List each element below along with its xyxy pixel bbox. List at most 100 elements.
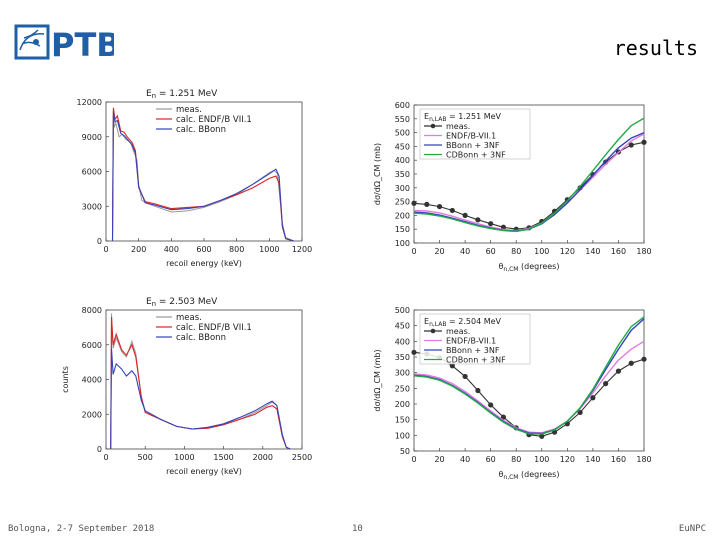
xsec2-xtick-label: 140 bbox=[585, 247, 600, 256]
xsec3-xtick-label: 140 bbox=[585, 455, 600, 464]
spectrum0-xtick-label: 0 bbox=[103, 245, 108, 254]
xsec2-series-cdbonn-3nf bbox=[413, 117, 645, 233]
xsec2-legend-label: BBonn + 3NF bbox=[446, 141, 500, 150]
xsec2-xtick-label: 80 bbox=[511, 247, 521, 256]
footer-page-number: 10 bbox=[352, 524, 363, 534]
xsec3-meas-point bbox=[488, 402, 494, 408]
spectrum0-ytick-label: 12000 bbox=[77, 98, 102, 107]
xsec2-xtick-label: 40 bbox=[460, 247, 470, 256]
xsec3-meas-point bbox=[411, 349, 417, 355]
spectrum1-xtick-label: 1000 bbox=[174, 453, 194, 462]
spectrum1-xtick-label: 1500 bbox=[213, 453, 233, 462]
xsec2-meas-point bbox=[462, 212, 468, 218]
spectrum1-xtick-label: 0 bbox=[103, 453, 108, 462]
xsec3-series-meas- bbox=[413, 351, 645, 437]
xsec2-ytick-label: 500 bbox=[395, 129, 410, 138]
xsec2-ytick-label: 400 bbox=[395, 156, 410, 165]
xsec3-legend-box bbox=[419, 313, 531, 365]
slide-title: results bbox=[613, 36, 698, 60]
xsec3-xtick-label: 40 bbox=[460, 455, 470, 464]
spectrum1-xtick-label: 500 bbox=[138, 453, 153, 462]
xsec3-ytick-label: 450 bbox=[395, 322, 410, 331]
spectrum1-xtick-label: 2500 bbox=[292, 453, 312, 462]
xsec3-meas-point bbox=[615, 368, 622, 374]
xsec2-ytick-label: 300 bbox=[395, 184, 410, 193]
spectrum1-legend-label: calc. BBonn bbox=[176, 333, 226, 343]
xsec3-ytick-label: 200 bbox=[395, 400, 410, 409]
xsec2-meas-point bbox=[436, 203, 443, 210]
logo-text: PTB bbox=[51, 26, 114, 64]
xsec3-xtick-label: 160 bbox=[611, 455, 626, 464]
spectrum1-title: En = 2.503 MeV bbox=[146, 297, 218, 308]
spectrum0-ytick-label: 9000 bbox=[82, 133, 102, 142]
xsec3-legend-marker bbox=[430, 328, 436, 334]
xsec3-ytick-label: 300 bbox=[395, 369, 410, 378]
spectrum1-ylabel: counts bbox=[61, 366, 70, 393]
xsec2-xtick-label: 160 bbox=[611, 247, 626, 256]
xsec2-series-endf-b-vii-1 bbox=[413, 133, 645, 232]
xsec2-xtick-label: 120 bbox=[560, 247, 575, 256]
xsec2-ytick-label: 450 bbox=[395, 142, 410, 151]
xsec2-ytick-label: 550 bbox=[395, 115, 410, 124]
xsec3-frame bbox=[413, 309, 645, 452]
xsec3-ytick-label: 400 bbox=[395, 337, 410, 346]
xsec2-meas-point bbox=[488, 221, 494, 227]
xsec3-meas-point bbox=[590, 395, 596, 401]
spectrum1-ytick-label: 4000 bbox=[82, 376, 102, 385]
xsec2-meas-point bbox=[641, 139, 647, 145]
spectrum0-series-calc-bbonn bbox=[111, 111, 294, 242]
spectrum1-ytick-label: 6000 bbox=[82, 341, 102, 350]
xsec2-meas-point bbox=[449, 207, 455, 214]
xsec3-meas-point bbox=[577, 409, 583, 416]
xsec2-ytick-label: 350 bbox=[395, 170, 410, 179]
xsec3-ytick-label: 350 bbox=[395, 353, 410, 362]
spectrum0-xtick-label: 600 bbox=[196, 245, 211, 254]
spectrum0-xtick-label: 1200 bbox=[292, 245, 312, 254]
xsec3-xtick-label: 180 bbox=[636, 455, 651, 464]
xsec3-legend-label: BBonn + 3NF bbox=[446, 346, 500, 355]
xsec3-meas-point bbox=[539, 433, 545, 439]
spectrum1-ytick-label: 0 bbox=[97, 445, 102, 454]
xsec2-xlabel: θn,CM (degrees) bbox=[499, 262, 560, 273]
xsec2-ytick-label: 200 bbox=[395, 211, 410, 220]
spectrum1-ytick-label: 2000 bbox=[82, 410, 102, 419]
xsec2-meas-point bbox=[628, 142, 634, 148]
xsec2-xtick-label: 0 bbox=[411, 247, 416, 256]
xsec2-xtick-label: 60 bbox=[486, 247, 496, 256]
footer-venue: Bologna, 2-7 September 2018 bbox=[8, 524, 155, 534]
spectrum0-legend-label: calc. BBonn bbox=[176, 125, 226, 135]
spectrum0-ytick-label: 6000 bbox=[82, 168, 102, 177]
xsec3-meas-point bbox=[603, 381, 609, 387]
spectrum1-xlabel: recoil energy (keV) bbox=[166, 467, 242, 476]
xsec3-series-endf-b-vii-1 bbox=[413, 340, 645, 434]
xsec3-meas-point bbox=[475, 387, 481, 394]
xsec3-xtick-label: 100 bbox=[534, 455, 549, 464]
recoil-spectrum-2503-chart: 0 500 1000 1500 2000 2500 0 2000 4000 6000 8000 En … bbox=[61, 297, 312, 476]
xsec2-ytick-label: 150 bbox=[395, 225, 410, 234]
spectrum0-legend-label: meas. bbox=[176, 105, 202, 115]
spectrum0-title: En = 1.251 MeV bbox=[146, 89, 218, 100]
ptb-logo: PTB bbox=[14, 24, 114, 64]
spectrum0-ytick-label: 3000 bbox=[82, 202, 102, 211]
xsec3-legend-label: CDBonn + 3NF bbox=[446, 356, 506, 365]
xsec3-xtick-label: 20 bbox=[434, 455, 444, 464]
xsec2-ytick-label: 250 bbox=[395, 198, 410, 207]
xsec2-ylabel: dσ/dΩ_CM (mb) bbox=[373, 143, 382, 205]
cross-section-1251-chart: 0 20 40 60 80 100 120 140 160 180 100 150 200 250 300 3… bbox=[373, 101, 652, 273]
xsec2-meas-point bbox=[411, 200, 417, 206]
spectrum0-legend-label: calc. ENDF/B VII.1 bbox=[176, 115, 252, 125]
xsec2-xtick-label: 20 bbox=[434, 247, 444, 256]
xsec3-series-cdbonn-3nf bbox=[413, 316, 645, 435]
spectrum0-series-calc-endf-b-vii-1 bbox=[111, 107, 294, 242]
spectrum0-xtick-label: 200 bbox=[131, 245, 146, 254]
xsec2-xtick-label: 100 bbox=[534, 247, 549, 256]
xsec3-xtick-label: 80 bbox=[511, 455, 521, 464]
spectrum0-xtick-label: 400 bbox=[164, 245, 179, 254]
recoil-spectrum-1251-chart: 0 200 400 600 800 1000 1200030006000900012000E… bbox=[77, 89, 313, 268]
xsec2-legend-label: CDBonn + 3NF bbox=[446, 151, 506, 160]
xsec3-ytick-label: 50 bbox=[400, 447, 410, 456]
xsec2-legend-label: meas. bbox=[446, 122, 470, 131]
footer-conference: EuNPC bbox=[678, 524, 706, 534]
spectrum0-xtick-label: 800 bbox=[229, 245, 244, 254]
xsec3-legend-label: meas. bbox=[446, 327, 470, 336]
